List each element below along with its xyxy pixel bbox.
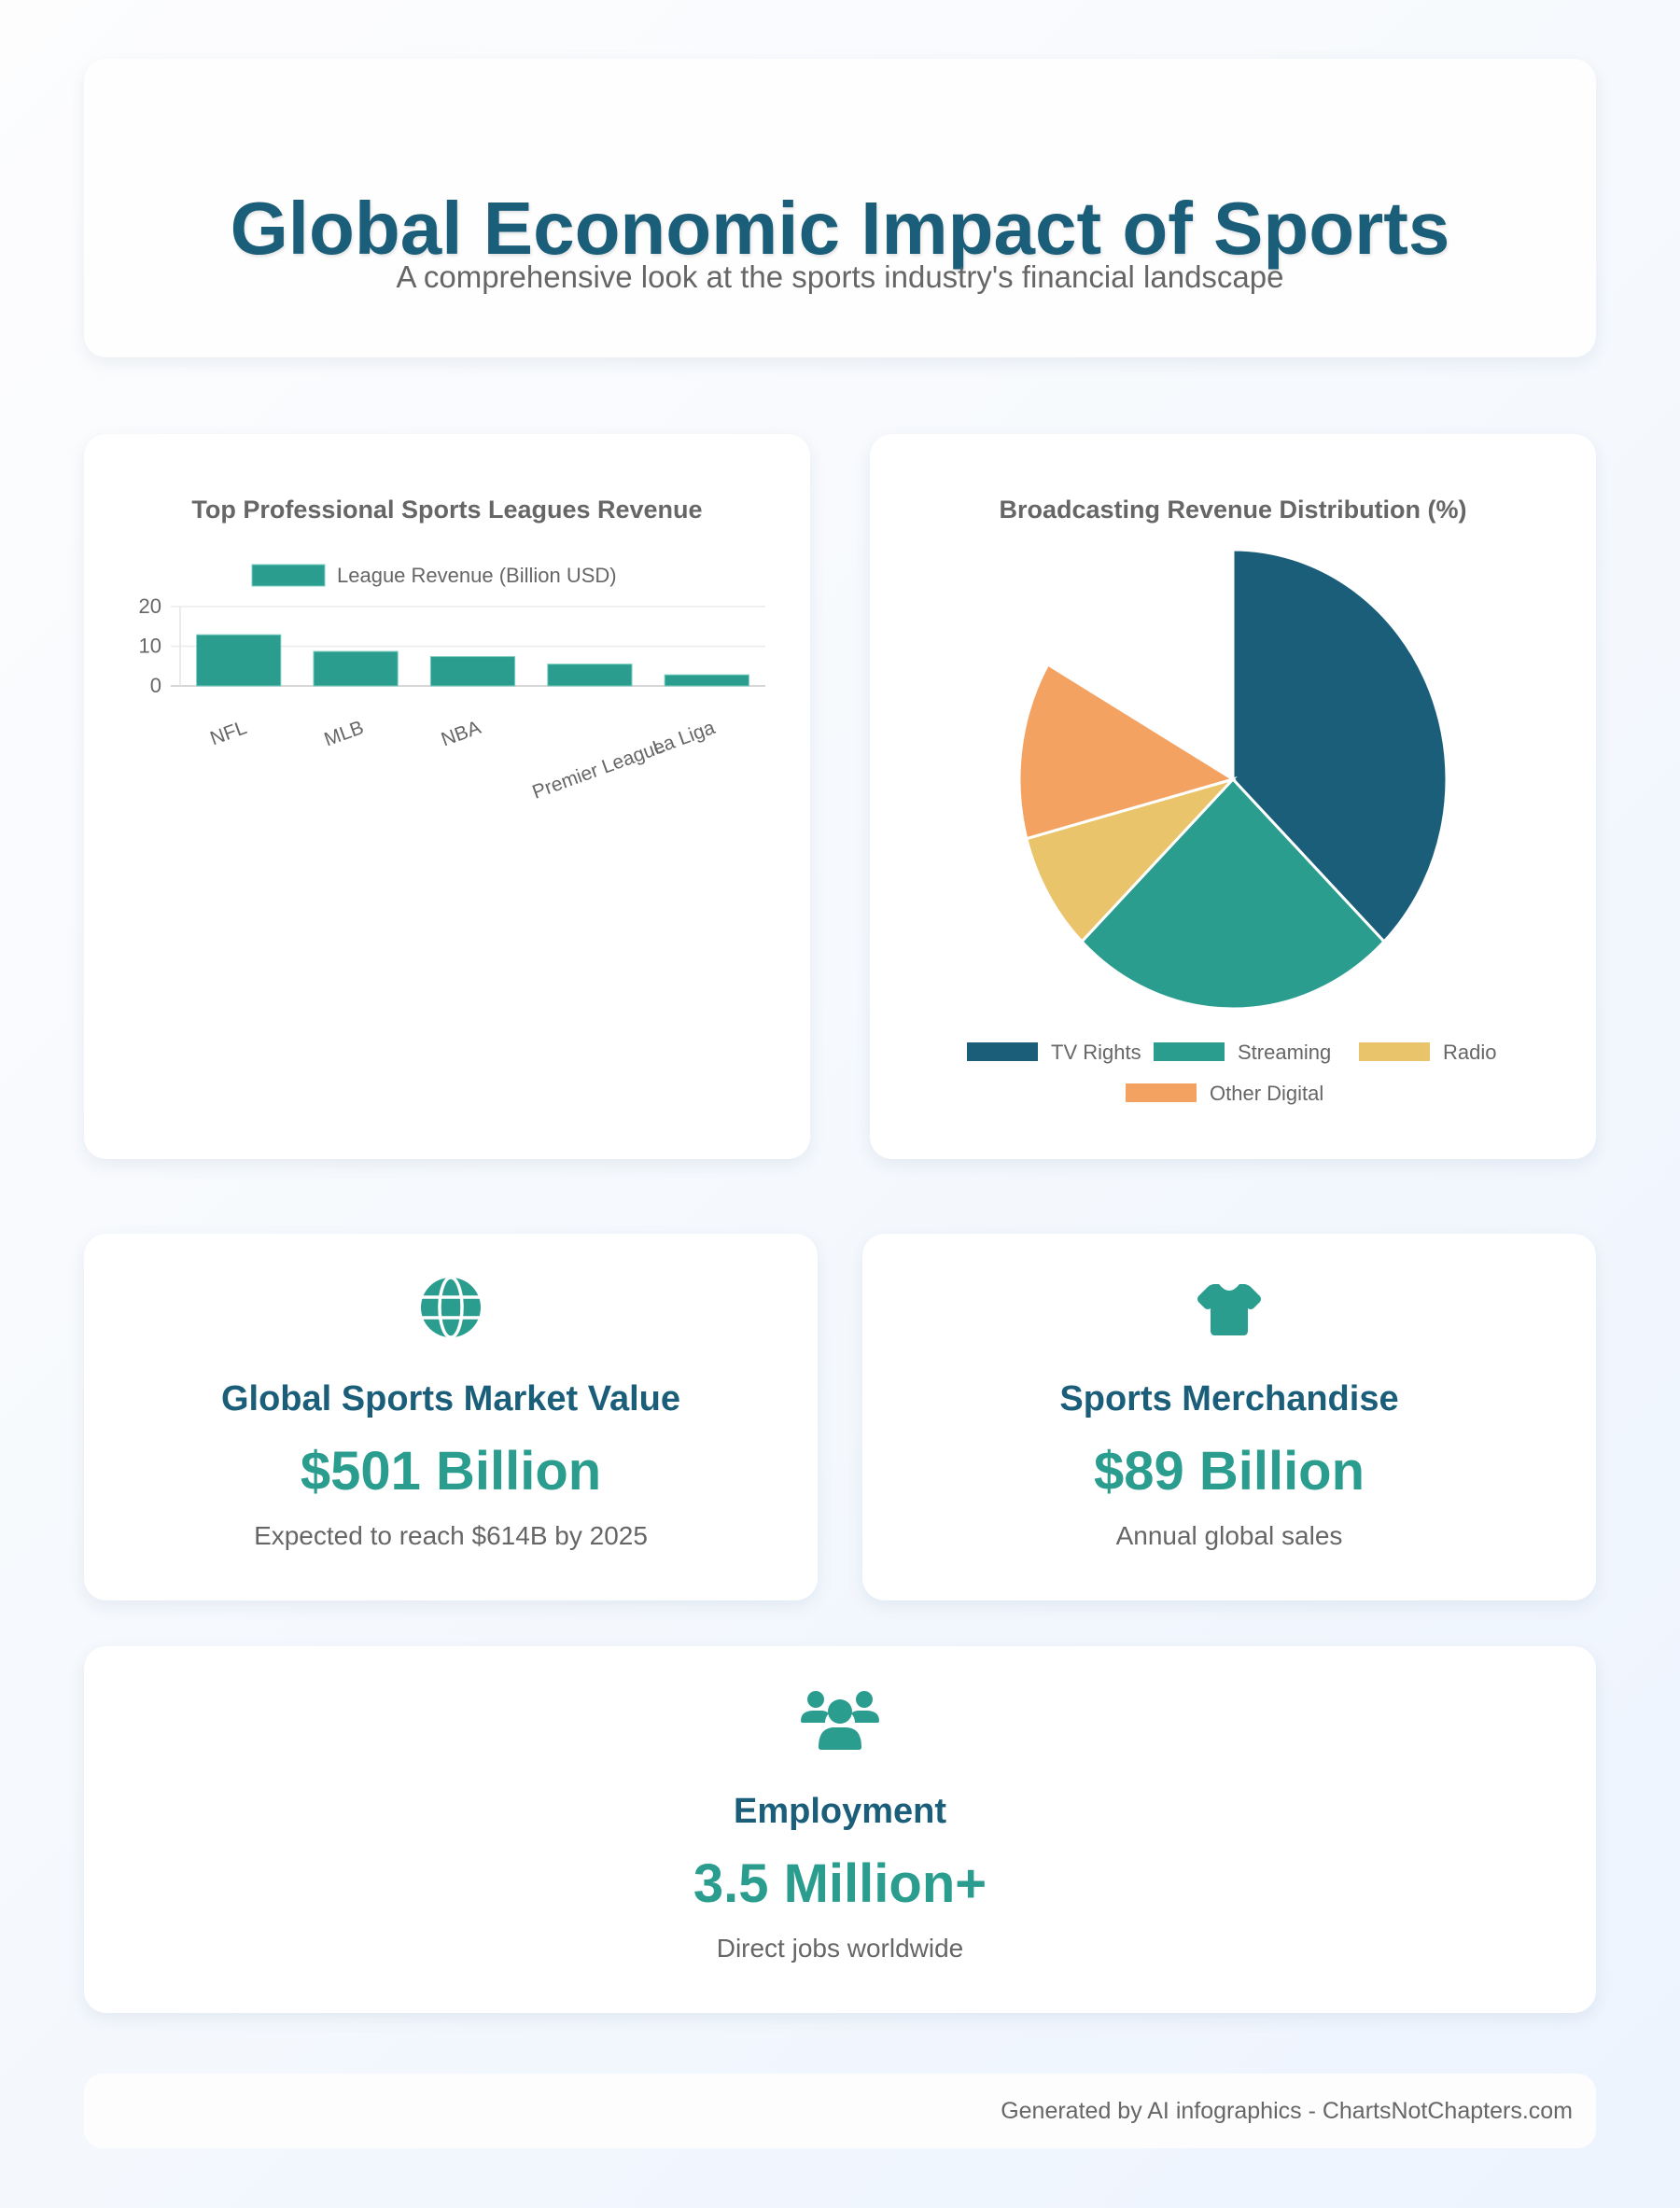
- x-tick-label: Premier League: [529, 735, 667, 804]
- pie-slice[interactable]: [1080, 776, 1386, 1011]
- stat-value: $89 Billion: [1093, 1441, 1365, 1502]
- footer: Generated by AI infographics - ChartsNot…: [84, 2074, 1596, 2148]
- league-revenue-chart-card: Top Professional Sports Leagues Revenue …: [84, 434, 810, 1159]
- employment-card: Employment 3.5 Million+ Direct jobs worl…: [84, 1646, 1596, 2013]
- bar-series: [196, 634, 749, 687]
- pie-legend: TV Rights Streaming Radio Other Digital: [967, 1041, 1496, 1105]
- pie-chart-title: Broadcasting Revenue Distribution (%): [999, 496, 1467, 524]
- page-subtitle: A comprehensive look at the sports indus…: [396, 259, 1284, 294]
- stat-value: 3.5 Million+: [693, 1853, 987, 1914]
- legend-swatch: [251, 564, 326, 587]
- broadcasting-chart-card: Broadcasting Revenue Distribution (%) TV…: [870, 434, 1596, 1159]
- stat-label: Global Sports Market Value: [220, 1379, 681, 1418]
- bar[interactable]: [429, 656, 516, 687]
- x-tick-label: MLB: [321, 717, 366, 750]
- x-tick-label: NFL: [207, 717, 249, 749]
- x-tick-label: NBA: [439, 717, 483, 750]
- stat-label: Sports Merchandise: [1059, 1379, 1399, 1418]
- legend-swatch: [1359, 1042, 1430, 1061]
- shirt-icon: [1197, 1284, 1261, 1335]
- bar[interactable]: [664, 674, 749, 687]
- stat-description: Expected to reach $614B by 2025: [254, 1521, 648, 1550]
- pie-slices: [1017, 548, 1449, 1011]
- stat-description: Annual global sales: [1115, 1521, 1343, 1550]
- legend-swatch: [967, 1042, 1038, 1061]
- legend-label[interactable]: TV Rights: [1051, 1041, 1141, 1064]
- pie-chart: TV Rights Streaming Radio Other Digital: [967, 548, 1496, 1105]
- bar-chart: League Revenue (Billion USD) 0 10 20 NFL ML…: [139, 564, 765, 804]
- stat-value: $501 Billion: [300, 1441, 602, 1502]
- bar[interactable]: [196, 634, 282, 687]
- legend-label[interactable]: League Revenue (Billion USD): [337, 564, 617, 587]
- stat-description: Direct jobs worldwide: [716, 1934, 964, 1963]
- stat-label: Employment: [733, 1792, 947, 1831]
- legend-label[interactable]: Other Digital: [1210, 1082, 1323, 1105]
- y-tick-label: 0: [150, 674, 161, 697]
- page-title: Global Economic Impact of Sports: [230, 187, 1450, 270]
- pie-slice[interactable]: [1024, 776, 1238, 944]
- legend-label[interactable]: Radio: [1443, 1041, 1496, 1064]
- merchandise-card: Sports Merchandise $89 Billion Annual gl…: [862, 1234, 1596, 1600]
- pie-slice[interactable]: [1231, 548, 1449, 944]
- y-tick-label: 20: [139, 594, 161, 618]
- legend-label[interactable]: Streaming: [1238, 1041, 1331, 1064]
- users-icon: [801, 1691, 879, 1750]
- bar-chart-title: Top Professional Sports Leagues Revenue: [191, 496, 703, 524]
- bar[interactable]: [547, 664, 633, 687]
- legend-swatch: [1126, 1083, 1197, 1102]
- legend-swatch: [1154, 1042, 1225, 1061]
- x-tick-label: La Liga: [650, 717, 718, 759]
- bar[interactable]: [313, 650, 399, 687]
- globe-icon: [420, 1276, 482, 1339]
- pie-slice[interactable]: [1017, 662, 1237, 841]
- header-card: Global Economic Impact of Sports A compr…: [84, 59, 1596, 357]
- footer-credit: Generated by AI infographics - ChartsNot…: [1001, 2098, 1573, 2124]
- y-tick-label: 10: [139, 635, 161, 658]
- market-value-card: Global Sports Market Value $501 Billion …: [84, 1234, 818, 1600]
